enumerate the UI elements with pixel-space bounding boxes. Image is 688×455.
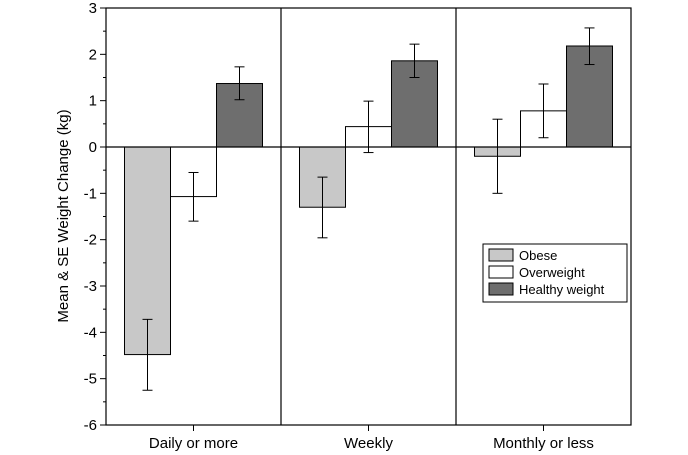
y-tick-label: 2: [89, 46, 97, 63]
legend-swatch: [488, 265, 514, 279]
plot-area: -6 -5 -4 -3 -2 -1 0 1 2 3 Daily or more Weekly Month…: [84, 0, 632, 452]
legend-label: Healthy weight: [519, 282, 605, 297]
y-tick-label: -3: [84, 278, 97, 295]
y-tick-label: 3: [89, 0, 97, 17]
y-axis-title: Mean & SE Weight Change (kg): [55, 109, 72, 322]
x-tick-label: Daily or more: [149, 435, 238, 452]
y-tick-label: 0: [89, 139, 97, 156]
legend-swatch: [488, 248, 514, 262]
legend-label: Overweight: [519, 265, 585, 280]
y-tick-label: 1: [89, 93, 97, 110]
y-tick-label: -4: [84, 324, 97, 341]
y-tick-label: -2: [84, 232, 97, 249]
x-tick-label: Weekly: [344, 435, 393, 452]
y-tick-label: -6: [84, 417, 97, 434]
legend-swatch: [488, 282, 514, 296]
y-tick-label: -5: [84, 371, 97, 388]
x-tick-label: Monthly or less: [493, 435, 594, 452]
legend-label: Obese: [519, 248, 557, 263]
y-tick-label: -1: [84, 185, 97, 202]
plot-frame: [105, 7, 632, 426]
